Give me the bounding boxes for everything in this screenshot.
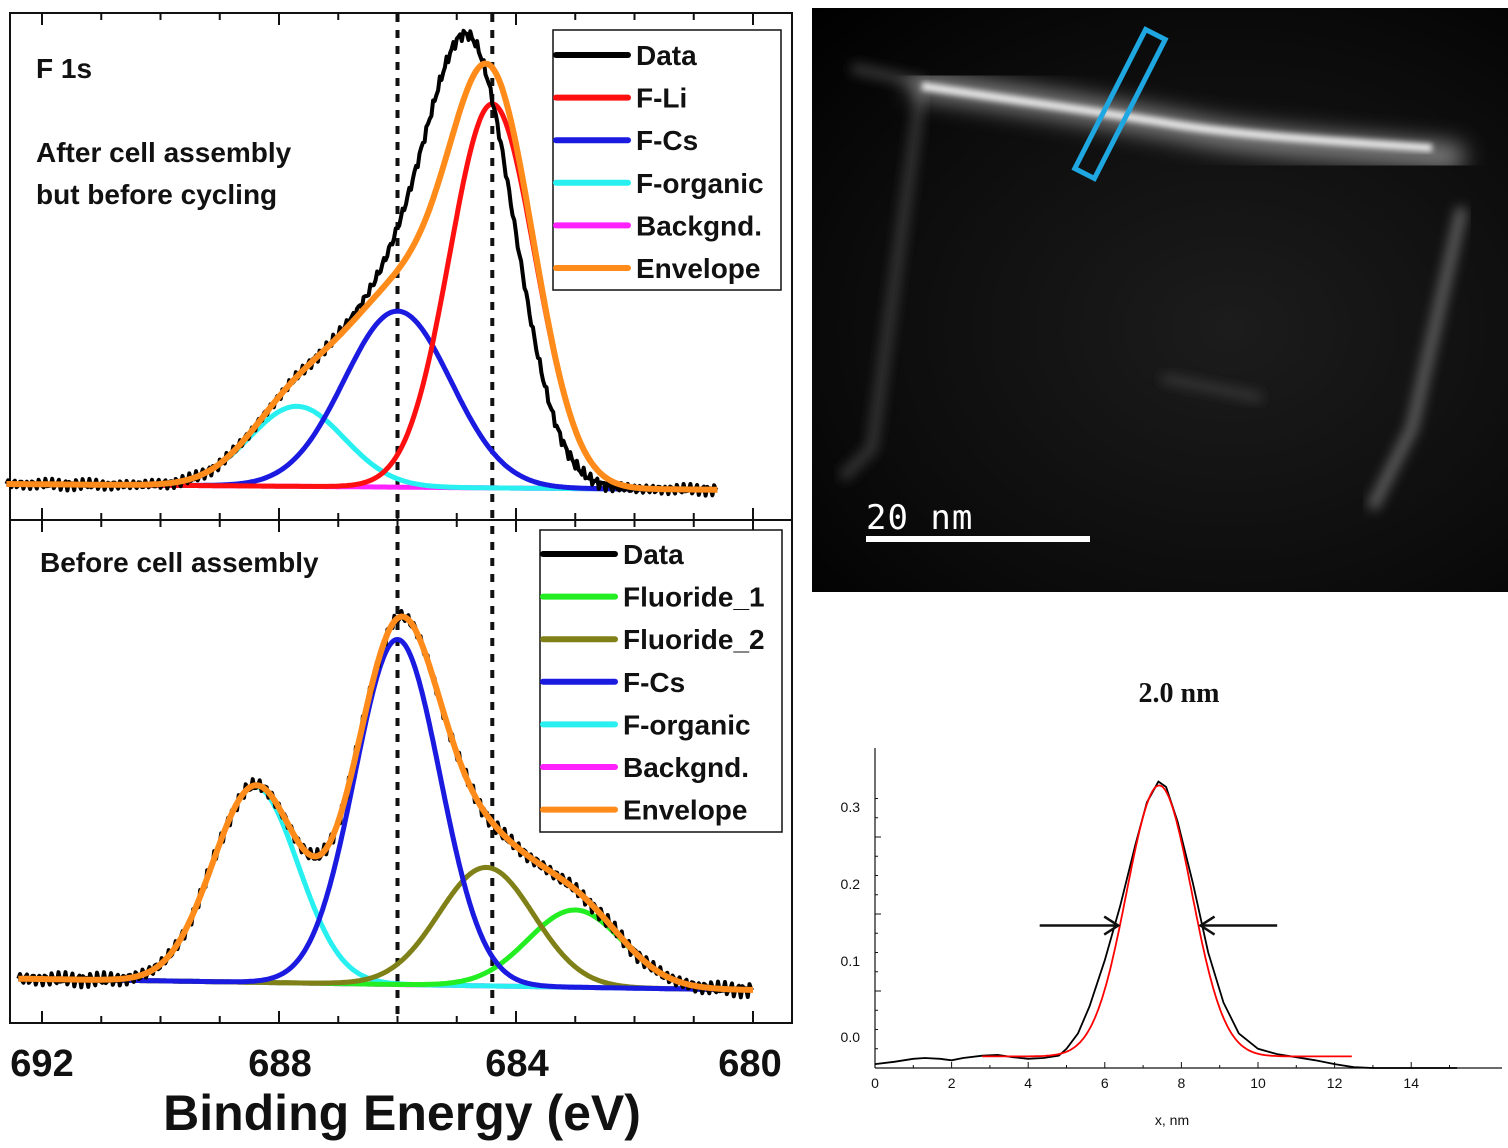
x-axis-label: Binding Energy (eV) (163, 1085, 641, 1141)
top-panel-curves (4, 28, 719, 498)
profile-data-curve (874, 780, 1458, 1069)
scale-bar-label: 20 nm (866, 498, 974, 538)
profile-curves (874, 780, 1458, 1069)
top-legend: Data F-Li F-Cs F-organic Backgnd. Envelope (552, 29, 782, 291)
profile-x-tick-label: 10 (1250, 1075, 1266, 1091)
xps-curve-fluoride-2 (17, 864, 754, 993)
reference-lines (395, 14, 495, 1020)
measurement-box (1071, 26, 1169, 182)
intensity-profile-plot: 2.0 nm 0.0 0.1 0.2 0.3 0 2 4 6 8 10 12 1… (841, 678, 1502, 1128)
profile-x-tick-label: 12 (1327, 1075, 1343, 1091)
legend-label-envelope: Envelope (623, 795, 747, 826)
legend-label-backgnd: Backgnd. (636, 210, 762, 241)
legend-label-envelope: Envelope (636, 253, 760, 284)
profile-y-tick-label: 0.1 (841, 953, 861, 969)
profile-x-tick-label: 14 (1403, 1075, 1419, 1091)
xps-x-tick-marks (41, 13, 754, 1023)
profile-y-tick-label: 0.0 (841, 1029, 861, 1045)
legend-label-f-organic: F-organic (623, 709, 751, 740)
x-tick-label: 680 (718, 1043, 781, 1085)
legend-label-f-li: F-Li (636, 83, 687, 114)
fwhm-arrowhead-left (1103, 915, 1121, 936)
crystal-edge-right (1367, 206, 1467, 511)
legend-label-data: Data (623, 539, 684, 570)
x-tick-label: 692 (10, 1043, 73, 1085)
profile-fit-curve (982, 784, 1352, 1058)
profile-x-tick-label: 4 (1024, 1075, 1032, 1091)
top-panel-annotation-line1: After cell assembly (36, 137, 292, 168)
legend-label-fluoride-2: Fluoride_2 (623, 624, 765, 655)
legend-label-data: Data (636, 40, 697, 71)
legend-label-fluoride-1: Fluoride_1 (623, 582, 765, 613)
fwhm-arrowhead-right (1198, 915, 1216, 936)
legend-label-f-cs: F-Cs (636, 125, 698, 156)
profile-title: 2.0 nm (1139, 678, 1220, 709)
profile-y-tick-label: 0.3 (841, 799, 861, 815)
bottom-panel-curves (16, 609, 755, 1000)
bottom-panel-title: Before cell assembly (40, 547, 319, 578)
scale-bar (866, 536, 1090, 542)
surface-layer-bright (921, 82, 1433, 152)
profile-tick-marks (874, 798, 1450, 1069)
legend-label-f-cs: F-Cs (623, 667, 685, 698)
legend-label-f-organic: F-organic (636, 168, 764, 199)
tem-image: 20 nm (812, 8, 1508, 592)
profile-x-tick-label: 8 (1178, 1075, 1186, 1091)
profile-x-tick-label: 2 (948, 1075, 956, 1091)
xps-curve-f-organic (5, 403, 719, 493)
bottom-legend-box (539, 529, 783, 833)
top-panel-title: F 1s (36, 53, 92, 84)
profile-x-tick-label: 6 (1101, 1075, 1109, 1091)
xps-frame (9, 12, 793, 1024)
tem-image-content (838, 26, 1467, 542)
x-tick-label: 684 (485, 1043, 548, 1085)
xps-figure: F 1s After cell assembly but before cycl… (4, 12, 793, 1141)
x-tick-label: 688 (248, 1043, 311, 1085)
xps-curve-f-cs (5, 308, 719, 493)
xps-curve-envelope (5, 60, 719, 493)
top-legend-box (552, 29, 782, 291)
crystal-faint-streak (1161, 374, 1263, 402)
profile-y-tick-label: 0.2 (841, 876, 861, 892)
fwhm-arrows (1039, 915, 1278, 936)
profile-x-tick-label: 0 (871, 1075, 879, 1091)
profile-x-axis-label: x, nm (1155, 1112, 1189, 1128)
legend-label-backgnd: Backgnd. (623, 752, 749, 783)
top-panel-annotation-line2: but before cycling (36, 179, 277, 210)
xps-curve-f-cs (17, 637, 754, 993)
crystal-edge-left (838, 63, 928, 482)
bottom-legend: Data Fluoride_1 Fluoride_2 F-Cs F-organic Bac… (539, 529, 783, 833)
xps-curve-envelope (17, 613, 755, 993)
